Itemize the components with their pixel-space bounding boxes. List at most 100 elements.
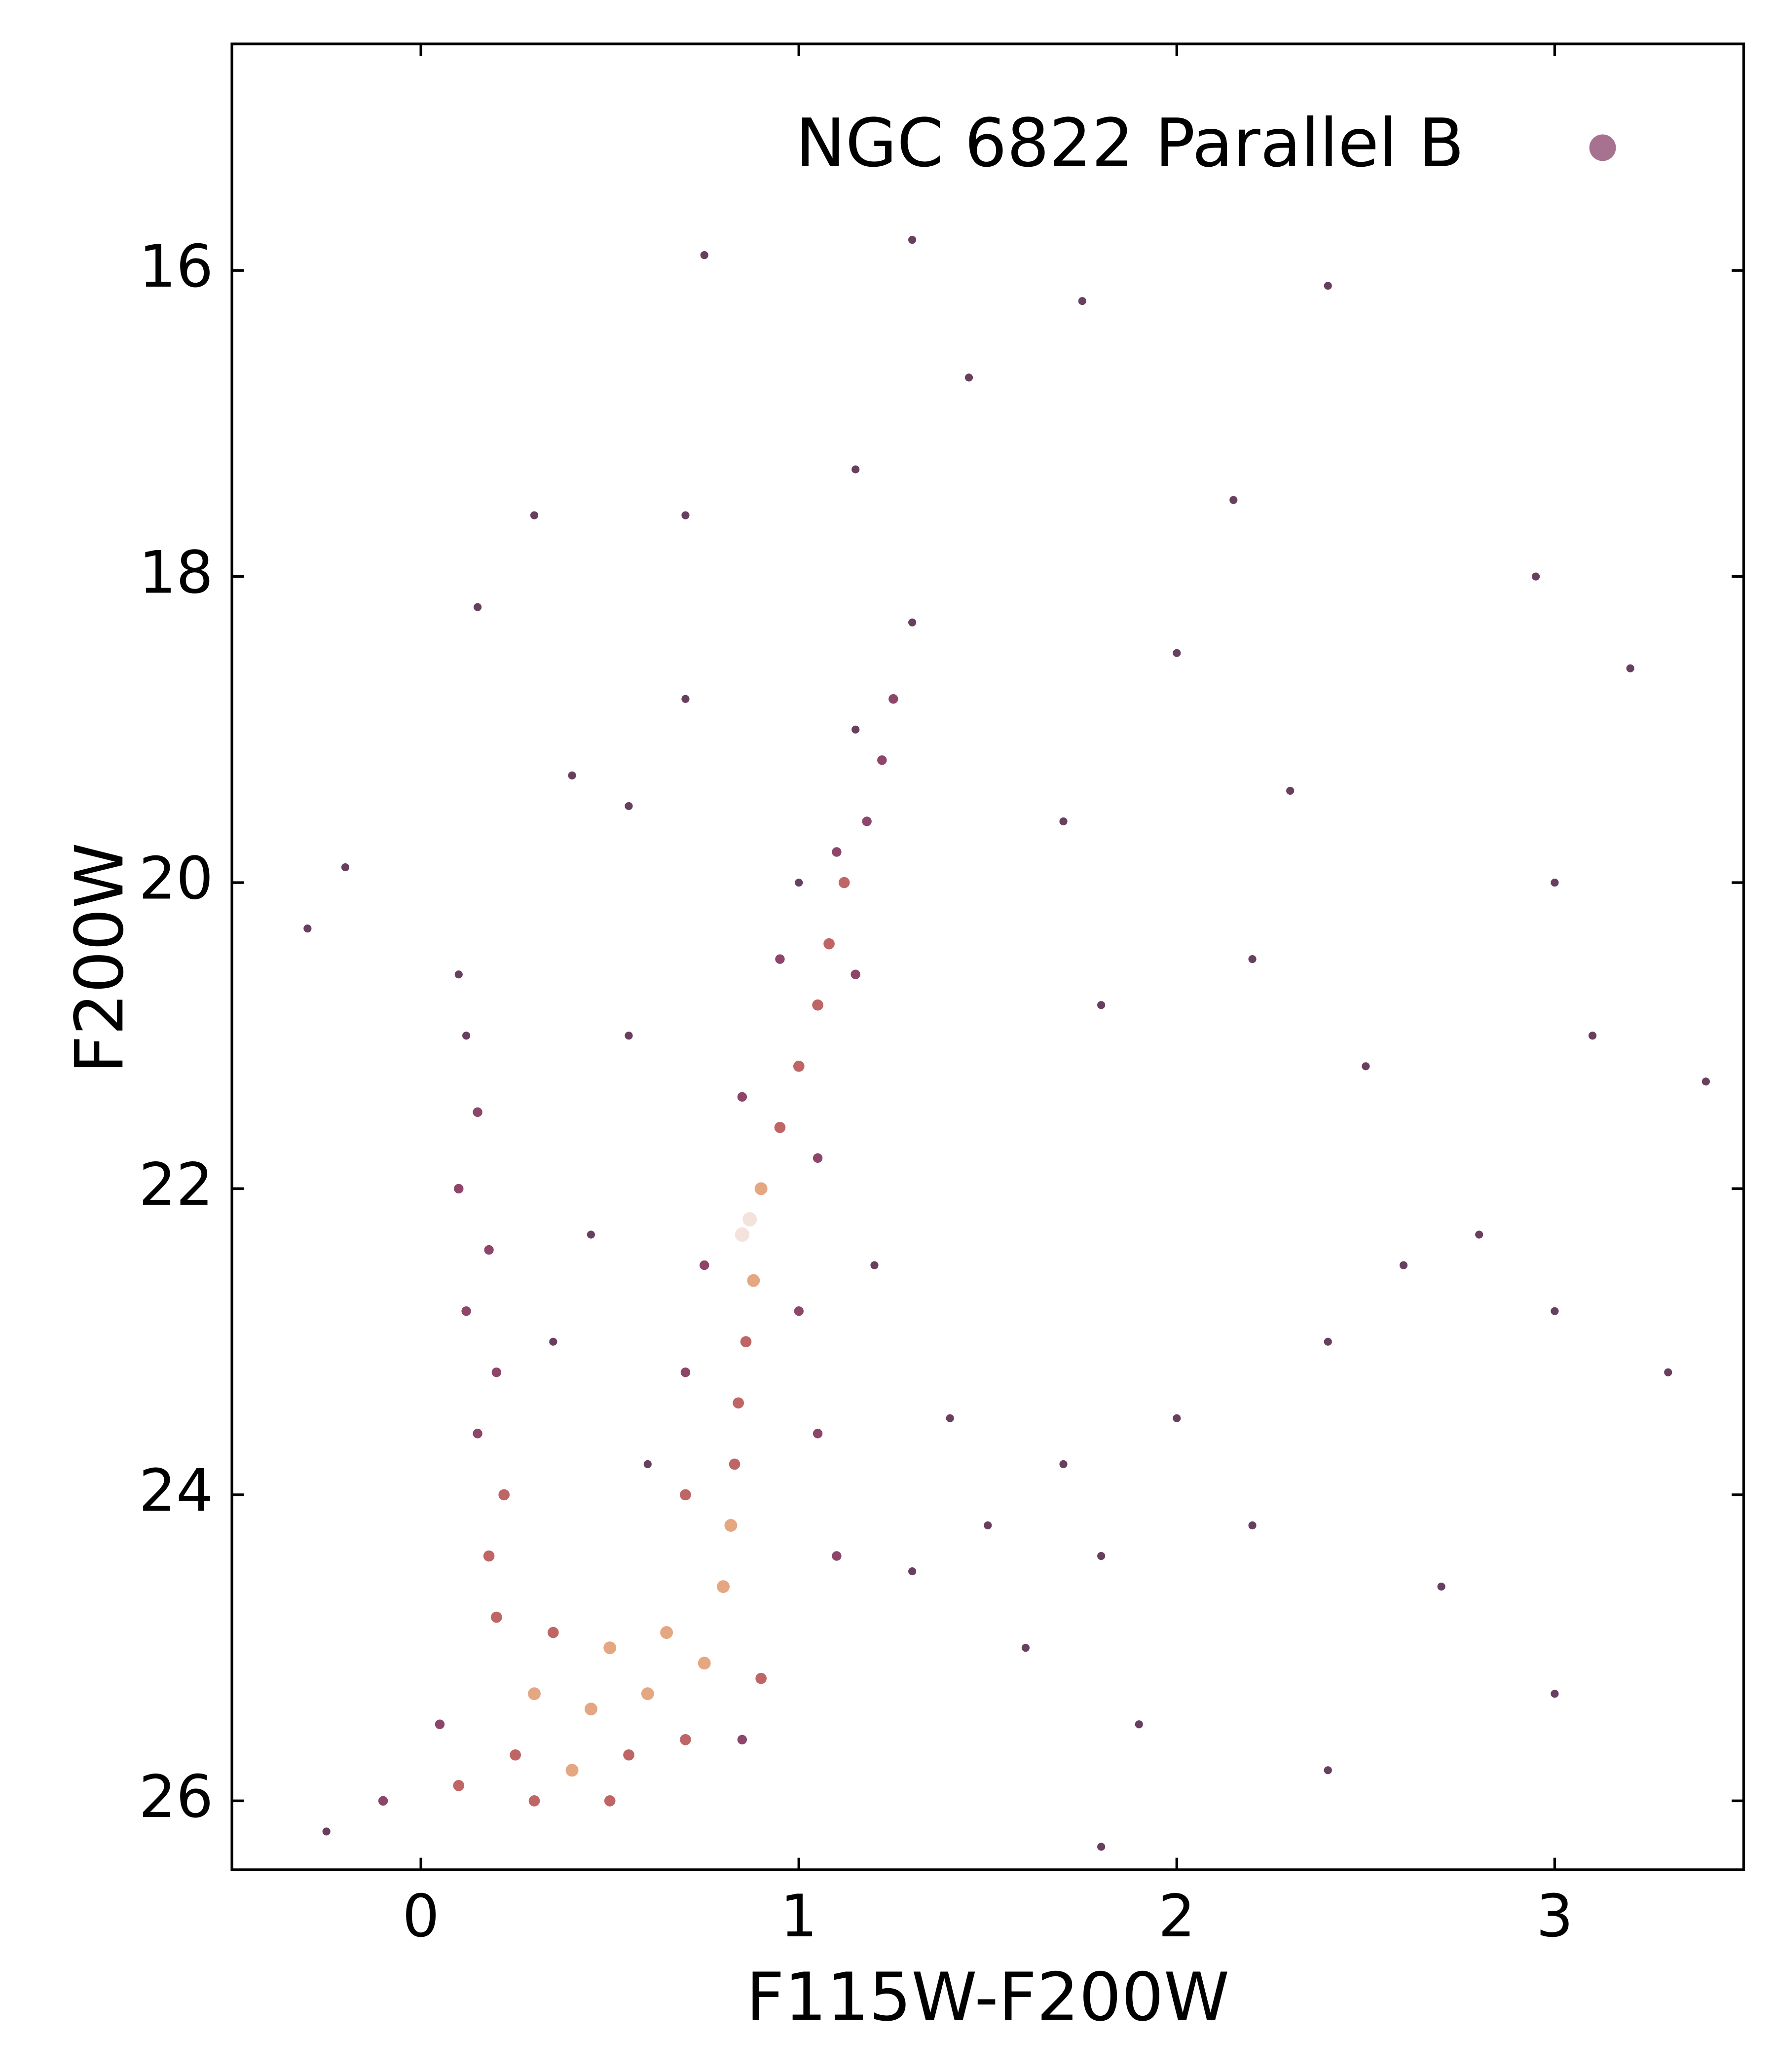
point: [1248, 1521, 1257, 1530]
point: [473, 1107, 482, 1117]
point: [660, 1626, 673, 1639]
point: [641, 1687, 654, 1701]
point: [549, 1337, 557, 1346]
point: [341, 863, 350, 872]
point: [813, 1429, 823, 1439]
point: [643, 1460, 652, 1468]
point: [680, 1368, 691, 1377]
point: [1626, 664, 1634, 672]
point: [795, 878, 803, 887]
point: [1362, 1062, 1370, 1071]
point: [484, 1245, 494, 1255]
point: [604, 1795, 616, 1807]
point: [1059, 817, 1068, 826]
point: [851, 465, 860, 474]
legend-marker: [1589, 134, 1616, 161]
point: [851, 725, 860, 734]
point: [530, 511, 539, 519]
point: [565, 1764, 579, 1777]
point: [303, 925, 312, 933]
point: [681, 511, 690, 519]
point: [747, 1274, 760, 1287]
y-tick-label: 18: [139, 538, 213, 606]
point: [322, 1827, 331, 1836]
point: [984, 1521, 992, 1530]
point: [838, 877, 850, 888]
point: [832, 847, 842, 857]
point: [724, 1519, 738, 1532]
point: [1248, 955, 1257, 963]
point: [491, 1611, 502, 1623]
point: [1324, 1337, 1332, 1346]
point: [742, 1212, 757, 1227]
point: [1437, 1582, 1445, 1591]
point: [623, 1749, 634, 1761]
point: [461, 1306, 471, 1316]
point: [823, 938, 835, 950]
point: [832, 1551, 842, 1561]
point: [755, 1672, 767, 1684]
point: [1173, 649, 1181, 657]
point: [1551, 878, 1559, 887]
point: [735, 1227, 749, 1242]
point: [1475, 1230, 1483, 1239]
point: [498, 1489, 510, 1501]
point: [775, 954, 785, 964]
point: [1097, 1001, 1106, 1009]
point: [681, 695, 690, 703]
point: [1286, 786, 1295, 795]
point: [740, 1336, 752, 1348]
legend-label: NGC 6822 Parallel B: [796, 105, 1464, 182]
point: [1399, 1261, 1408, 1269]
point: [568, 771, 576, 779]
point: [729, 1458, 740, 1470]
point: [813, 1153, 823, 1163]
point: [625, 802, 633, 811]
point: [1078, 297, 1086, 305]
x-tick-label: 1: [780, 1882, 818, 1950]
point: [378, 1796, 388, 1806]
point: [733, 1397, 744, 1409]
y-axis-label: F200W: [61, 843, 138, 1073]
point: [754, 1182, 768, 1195]
point: [547, 1627, 559, 1638]
point: [1532, 572, 1540, 581]
point: [1324, 282, 1332, 290]
point: [1324, 1766, 1332, 1775]
point: [462, 1032, 471, 1040]
point: [812, 999, 823, 1011]
x-tick-label: 2: [1158, 1882, 1196, 1950]
point: [435, 1719, 445, 1729]
point: [1664, 1368, 1672, 1376]
point: [510, 1749, 521, 1761]
point: [1135, 1720, 1143, 1729]
point: [946, 1414, 954, 1422]
point: [625, 1032, 633, 1040]
point: [587, 1230, 595, 1239]
point: [1588, 1032, 1597, 1040]
point: [603, 1641, 617, 1655]
point: [964, 373, 973, 382]
point: [698, 1657, 711, 1670]
point: [737, 1092, 747, 1102]
point: [680, 1734, 691, 1745]
point: [1097, 1552, 1106, 1560]
point: [908, 618, 917, 627]
point: [454, 970, 463, 979]
y-tick-label: 22: [139, 1150, 213, 1219]
point: [1059, 1460, 1068, 1468]
point: [528, 1687, 541, 1701]
plot-frame: [230, 42, 1745, 1871]
point: [1551, 1307, 1559, 1315]
y-tick-label: 16: [139, 232, 213, 300]
y-tick-label: 24: [139, 1457, 213, 1525]
point: [1702, 1077, 1710, 1086]
point: [793, 1060, 805, 1072]
point: [1021, 1644, 1030, 1652]
x-axis-label: F115W-F200W: [746, 1959, 1229, 2036]
point: [908, 236, 917, 244]
point: [454, 1184, 464, 1194]
point: [870, 1261, 879, 1269]
x-tick-label: 3: [1536, 1882, 1574, 1950]
